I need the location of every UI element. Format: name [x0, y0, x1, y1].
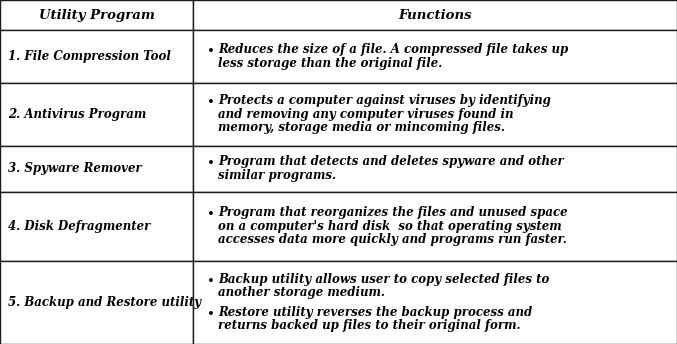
- Text: •: •: [207, 308, 215, 321]
- Bar: [193, 192, 677, 261]
- Text: •: •: [207, 158, 215, 171]
- Text: 5. Backup and Restore utility: 5. Backup and Restore utility: [8, 296, 201, 309]
- Text: Restore utility reverses the backup process and: Restore utility reverses the backup proc…: [218, 305, 532, 319]
- Text: Program that detects and deletes spyware and other: Program that detects and deletes spyware…: [218, 155, 564, 169]
- Bar: [0, 83, 193, 146]
- Text: Functions: Functions: [398, 9, 472, 22]
- Bar: [193, 261, 677, 344]
- Bar: [193, 30, 677, 83]
- Text: on a computer's hard disk  so that operating system: on a computer's hard disk so that operat…: [218, 220, 561, 233]
- Bar: [0, 0, 193, 30]
- Text: and removing any computer viruses found in: and removing any computer viruses found …: [218, 108, 513, 121]
- Text: Backup utility allows user to copy selected files to: Backup utility allows user to copy selec…: [218, 272, 549, 286]
- Text: 3. Spyware Remover: 3. Spyware Remover: [8, 162, 141, 175]
- Bar: [0, 146, 193, 192]
- Bar: [193, 146, 677, 192]
- Text: Reduces the size of a file. A compressed file takes up: Reduces the size of a file. A compressed…: [218, 43, 568, 56]
- Bar: [193, 0, 677, 30]
- Text: another storage medium.: another storage medium.: [218, 286, 385, 299]
- Text: Program that reorganizes the files and unused space: Program that reorganizes the files and u…: [218, 206, 567, 219]
- Text: 1. File Compression Tool: 1. File Compression Tool: [8, 50, 171, 63]
- Text: •: •: [207, 45, 215, 58]
- Text: similar programs.: similar programs.: [218, 169, 336, 182]
- Bar: [0, 261, 193, 344]
- Text: •: •: [207, 208, 215, 222]
- Text: accesses data more quickly and programs run faster.: accesses data more quickly and programs …: [218, 233, 567, 246]
- Bar: [0, 30, 193, 83]
- Text: Utility Program: Utility Program: [39, 9, 154, 22]
- Text: Protects a computer against viruses by identifying: Protects a computer against viruses by i…: [218, 94, 551, 107]
- Text: 2. Antivirus Program: 2. Antivirus Program: [8, 108, 146, 121]
- Text: memory, storage media or mincoming files.: memory, storage media or mincoming files…: [218, 121, 505, 134]
- Text: returns backed up files to their original form.: returns backed up files to their origina…: [218, 319, 521, 332]
- Bar: [193, 83, 677, 146]
- Text: 4. Disk Defragmenter: 4. Disk Defragmenter: [8, 220, 150, 233]
- Text: •: •: [207, 96, 215, 109]
- Text: less storage than the original file.: less storage than the original file.: [218, 57, 442, 69]
- Text: •: •: [207, 275, 215, 288]
- Bar: [0, 192, 193, 261]
